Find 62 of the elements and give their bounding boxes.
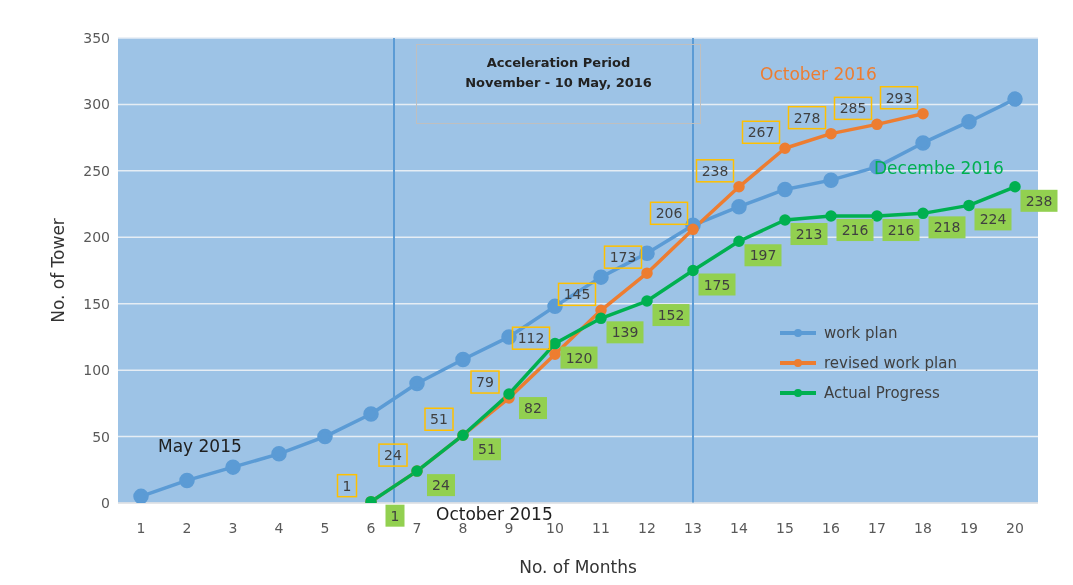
y-tick-label: 200 [83, 229, 110, 246]
y-tick-label: 150 [83, 295, 110, 312]
legend-label: Actual Progress [824, 383, 940, 404]
data-label: 51 [430, 411, 448, 428]
data-label: 139 [611, 324, 639, 341]
data-label: 79 [476, 374, 494, 391]
y-tick-label: 100 [83, 362, 110, 379]
annotation: October 2016 [760, 64, 877, 84]
legend-label: revised work plan [824, 353, 957, 374]
data-label: 175 [703, 276, 731, 293]
x-tick-label: 18 [914, 519, 932, 536]
x-tick-label: 2 [182, 519, 192, 536]
data-label: 224 [979, 211, 1007, 228]
data-label: 218 [933, 219, 961, 236]
x-tick-label: 3 [228, 519, 238, 536]
data-label: 24 [384, 447, 402, 464]
annotation: Acceleration Period November - 10 May, 2016 [464, 54, 653, 92]
data-label: 152 [657, 307, 685, 324]
x-tick-label: 17 [868, 519, 886, 536]
data-label: 112 [517, 330, 545, 347]
x-tick-label: 14 [730, 519, 748, 536]
x-tick-label: 19 [960, 519, 978, 536]
x-tick-label: 4 [274, 519, 284, 536]
data-label: 145 [563, 286, 591, 303]
data-label: 197 [749, 247, 777, 264]
x-tick-label: 11 [592, 519, 610, 536]
data-label: 216 [841, 222, 869, 239]
data-label: 278 [793, 109, 821, 126]
data-label: 285 [839, 100, 867, 117]
x-tick-label: 6 [366, 519, 376, 536]
data-label: 216 [887, 222, 915, 239]
x-tick-label: 12 [638, 519, 656, 536]
data-label: 206 [655, 205, 683, 222]
x-tick-label: 7 [412, 519, 422, 536]
data-label: 82 [524, 400, 542, 417]
y-tick-label: 50 [92, 428, 110, 445]
x-tick-label: 16 [822, 519, 840, 536]
y-tick-label: 300 [83, 96, 110, 113]
annotation: May 2015 [158, 436, 242, 456]
y-tick-label: 350 [83, 29, 110, 46]
data-label: 1 [390, 507, 400, 524]
x-axis-title: No. of Months [519, 557, 637, 577]
x-tick-label: 20 [1006, 519, 1024, 536]
data-label: 238 [701, 162, 729, 179]
data-label: 267 [747, 124, 775, 141]
legend-label: work plan [824, 323, 898, 344]
y-axis-title: No. of Tower [48, 218, 69, 323]
y-tick-label: 250 [83, 162, 110, 179]
x-tick-label: 13 [684, 519, 702, 536]
data-label: 120 [565, 349, 593, 366]
data-label: 1 [342, 477, 352, 494]
data-label: 293 [885, 89, 913, 106]
data-label: 51 [478, 441, 496, 458]
annotation: Decembe 2016 [874, 158, 1004, 178]
x-tick-label: 15 [776, 519, 794, 536]
data-label: 213 [795, 226, 823, 243]
data-label: 173 [609, 249, 637, 266]
y-tick-label: 0 [101, 494, 110, 511]
data-label: 24 [432, 477, 450, 494]
data-label: 238 [1025, 192, 1053, 209]
x-tick-label: 1 [136, 519, 146, 536]
x-tick-label: 5 [320, 519, 330, 536]
